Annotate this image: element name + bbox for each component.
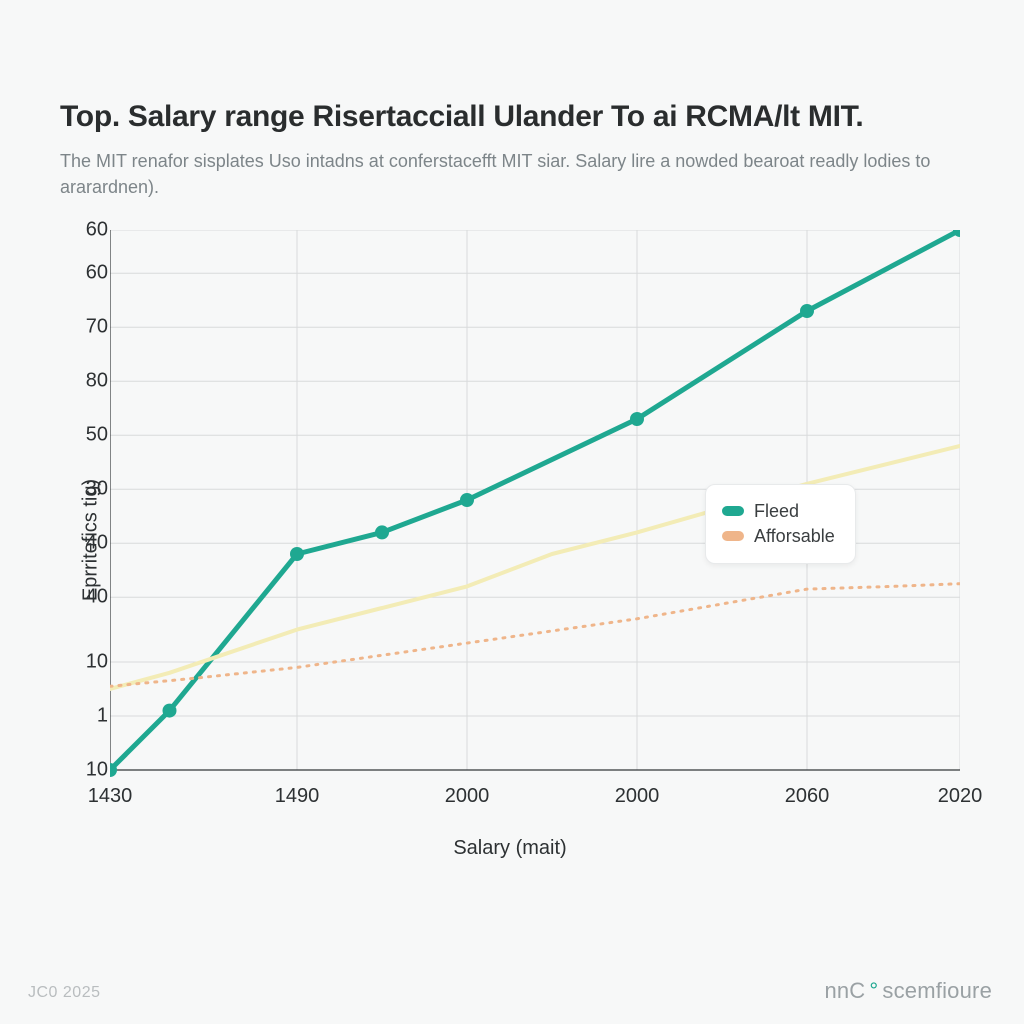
- x-tick-label: 1490: [275, 785, 320, 808]
- footer-logo-pre: nnC: [824, 978, 865, 1004]
- x-axis-label: Salary (mait): [453, 837, 566, 860]
- x-tick-label: 1430: [88, 785, 133, 808]
- y-tick-label: 60: [86, 219, 108, 242]
- y-tick-label: 80: [86, 370, 108, 393]
- legend-label: Afforsable: [754, 526, 835, 547]
- x-tick-label: 2000: [615, 785, 660, 808]
- y-tick-label: 1: [97, 705, 108, 728]
- x-tick-label: 2000: [445, 785, 490, 808]
- y-tick-label: 50: [86, 424, 108, 447]
- footer-left: JC0 2025: [28, 984, 101, 1002]
- x-tick-label: 2020: [938, 785, 983, 808]
- y-tick-label: 30: [86, 478, 108, 501]
- legend-item: Afforsable: [722, 526, 835, 547]
- chart-title: Top. Salary range Risertacciall Ulander …: [60, 100, 964, 134]
- x-tick-label: 2060: [785, 785, 830, 808]
- y-tick-label: 10: [86, 759, 108, 782]
- legend-label: Fleed: [754, 501, 799, 522]
- legend: Fleed Afforsable: [705, 484, 856, 564]
- chart-area: Eprritefics tig) 101104040305080706060 1…: [60, 230, 960, 850]
- legend-swatch: [722, 506, 744, 516]
- legend-item: Fleed: [722, 501, 835, 522]
- y-tick-label: 70: [86, 316, 108, 339]
- footer-right-logo: nnC° scemfioure: [824, 978, 992, 1004]
- footer-logo-post: scemfioure: [882, 978, 992, 1004]
- y-tick-label: 40: [86, 586, 108, 609]
- legend-swatch: [722, 531, 744, 541]
- footer-logo-accent: °: [869, 978, 878, 1004]
- y-tick-label: 60: [86, 262, 108, 285]
- chart-subtitle: The MIT renafor sisplates Uso intadns at…: [60, 148, 940, 200]
- y-tick-label: 40: [86, 532, 108, 555]
- y-tick-label: 10: [86, 651, 108, 674]
